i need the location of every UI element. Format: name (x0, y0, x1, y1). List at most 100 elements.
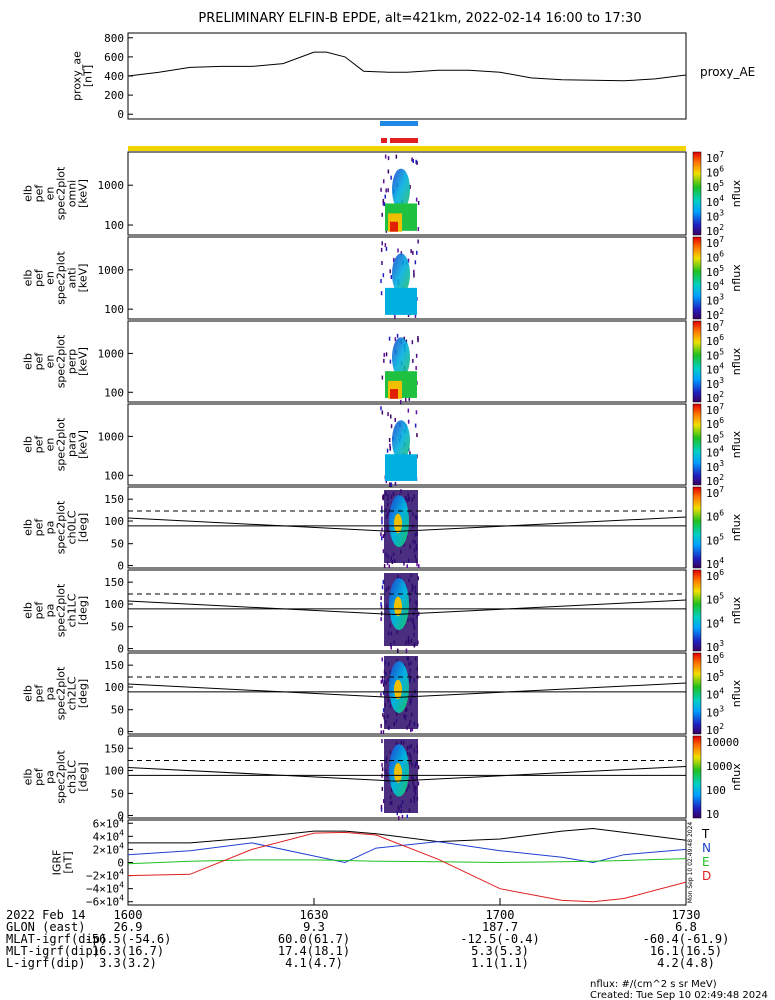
colorbar-tick-label: 102 (706, 307, 724, 322)
state-bars (128, 121, 686, 151)
colorbar-tick-label: 105 (706, 264, 724, 279)
spectrogram-pixel (380, 247, 383, 252)
spectrogram-pixel (396, 333, 399, 338)
y-label-line: pa (44, 521, 57, 535)
y-tick-label: 600 (104, 51, 124, 64)
spectrogram-pixel (405, 397, 407, 402)
spectrogram-frame (127, 652, 687, 735)
spectrogram-pixel (394, 337, 397, 342)
y-label-line: pa (44, 604, 57, 618)
spectrogram-pixel (417, 201, 420, 205)
time-axis-row-label: GLON (east) (6, 920, 85, 934)
spectrogram-pixel (382, 730, 385, 735)
spectrogram-pixel (390, 645, 392, 650)
spectrogram-pixel (390, 175, 392, 180)
spectrogram-pixel (390, 275, 393, 279)
y-tick-label: 50 (111, 787, 124, 800)
time-axis-row-label: MLT-igrf(dip) (6, 944, 100, 958)
y-label-line: spec2plot (55, 334, 68, 388)
spectrogram-pixel (395, 154, 398, 159)
spectrogram-pixel (386, 448, 389, 453)
y-tick-label: 100 (104, 219, 124, 232)
spectrogram-pixel (417, 781, 420, 786)
igrf-legend-E: E (702, 855, 710, 869)
spectrogram-pixel (389, 269, 391, 274)
red-state-bar (381, 138, 387, 143)
colorbar-tick-label: 103 (706, 208, 724, 223)
y-label-line: [deg] (77, 679, 90, 708)
spectrogram-pixel (390, 424, 393, 429)
spectrogram-pixel (381, 585, 384, 590)
spectrogram-pixel (408, 396, 410, 401)
y-tick-label: 4×104 (93, 828, 125, 843)
igrf-series-T (128, 827, 687, 844)
y-label-line: anti (66, 267, 79, 288)
spectrogram-pixel (406, 564, 408, 569)
pitch-angle-peak (394, 596, 402, 617)
spectrogram-pixel (380, 602, 382, 607)
spectrogram-pixel (386, 561, 389, 566)
colorbar-tick-label: 106 (706, 249, 724, 264)
spectrogram-pixel (413, 273, 415, 278)
time-axis-row-label: L-igrf(dip) (6, 956, 85, 970)
colorbar-tick-label: 107 (706, 235, 724, 250)
colorbar-tick-label: 107 (706, 150, 724, 165)
spectrogram-pixel (398, 815, 400, 820)
time-axis-value: 1.1(1.1) (471, 956, 529, 970)
spectrogram-pixel (382, 580, 385, 585)
spectrogram-pixel (403, 561, 405, 566)
spectrogram-pixel (390, 482, 393, 487)
y-tick-label: 100 (104, 515, 124, 528)
y-label-line: spec2plot (55, 750, 68, 804)
time-axis-value: 17.4(18.1) (278, 944, 350, 958)
colorbar-tick-label: 103 (706, 459, 724, 474)
spectrogram-pixel (381, 516, 383, 521)
spectrogram-pixel (411, 340, 414, 345)
y-tick-label: 100 (104, 598, 124, 611)
y-label-line: [keV] (77, 179, 90, 208)
spectrogram-pixel (380, 617, 382, 622)
colorbar (692, 151, 702, 236)
y-tick-label: −2×104 (86, 868, 124, 883)
spectrogram-pixel (380, 804, 383, 809)
spectrogram-peak-flux (390, 389, 398, 399)
spectrogram-pixel (390, 414, 392, 419)
y-label-line: [keV] (77, 264, 90, 293)
spectrogram-frame (127, 320, 687, 403)
igrf-series-N (127, 841, 687, 864)
spectrogram-pixel (394, 417, 396, 422)
colorbar (692, 320, 702, 403)
y-tick-label: 2×104 (93, 841, 125, 856)
spectrogram-pixel (380, 291, 383, 296)
spectrogram-pixel (409, 451, 411, 456)
spectrogram-pixel (416, 160, 418, 165)
spectrogram-pixel (380, 596, 382, 601)
colorbar-tick-label: 104 (706, 278, 724, 293)
time-axis-value: 5.3(5.3) (471, 944, 529, 958)
colorbar-tick-label: 105 (706, 179, 724, 194)
y-label-line: [deg] (77, 596, 90, 625)
spectrogram-pixel (380, 187, 382, 192)
time-axis-value: 26.9 (114, 920, 143, 934)
y-label-line: perp (66, 349, 79, 374)
y-tick-label: 100 (104, 303, 124, 316)
colorbar-tick-label: 106 (706, 509, 724, 524)
y-label-line: [deg] (77, 513, 90, 542)
colorbar-tick-label: 104 (706, 194, 724, 209)
spectrogram-pixel (396, 811, 398, 816)
spectrogram-pixel (400, 251, 403, 256)
loss-cone-line (127, 765, 687, 782)
spectrogram-pixel (397, 248, 399, 253)
y-tick-label: 0 (117, 108, 124, 121)
y-tick-label: 100 (104, 469, 124, 482)
spectrogram-pixel (381, 410, 384, 415)
y-label-line: elb (22, 436, 35, 453)
colorbar-tick-label: 106 (706, 568, 724, 583)
colorbar-tick-label: 107 (706, 485, 724, 500)
colorbar-tick-label: 103 (706, 639, 724, 654)
spectrogram-pixel (381, 212, 383, 217)
y-label-line: elb (22, 519, 35, 536)
spectrogram-pixel (380, 406, 382, 411)
